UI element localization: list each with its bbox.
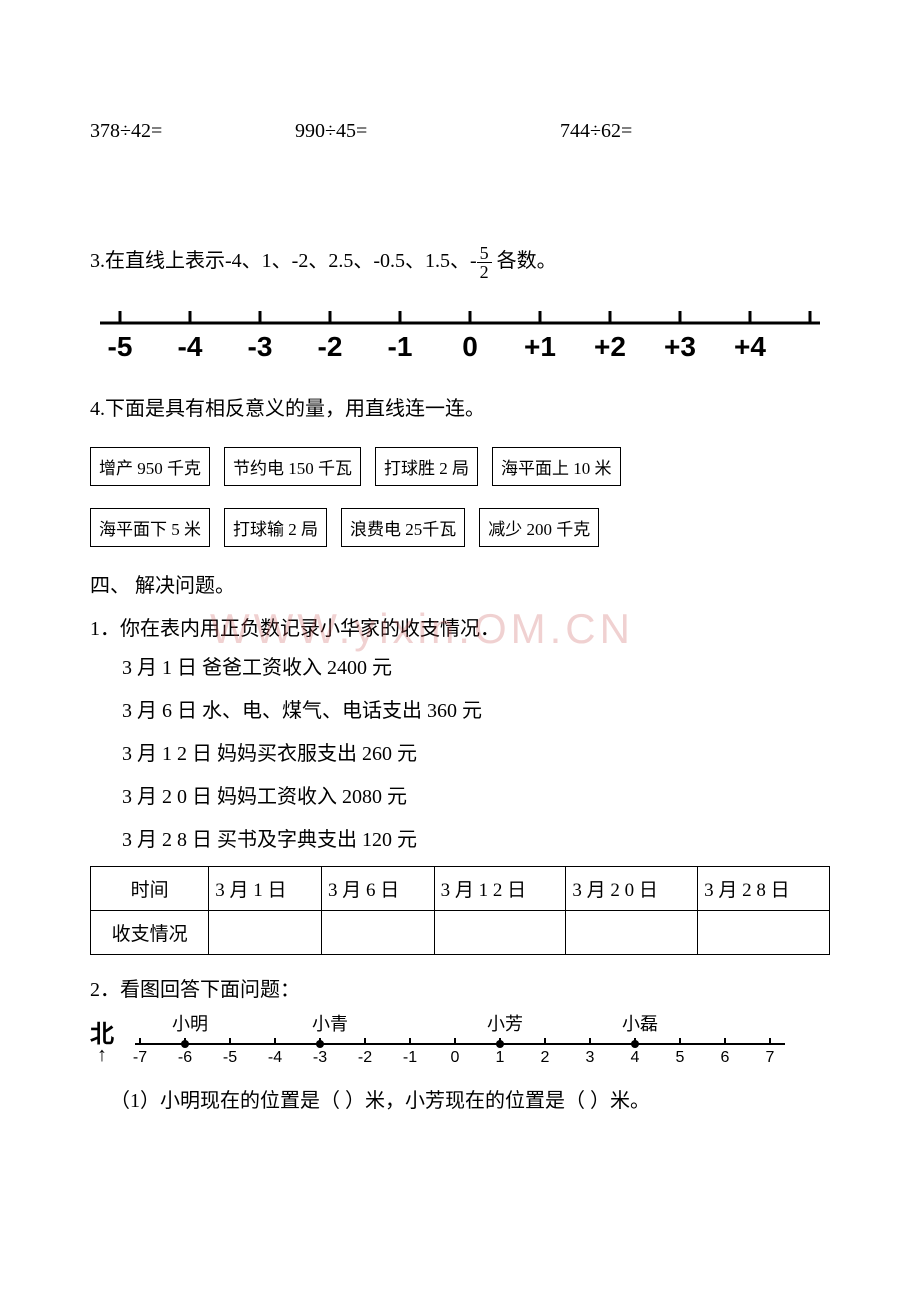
equation-3: 744÷62=: [560, 120, 632, 143]
table-header-time: 时间: [91, 866, 209, 910]
table-cell: [434, 910, 566, 954]
match-box: 打球输 2 局: [224, 508, 327, 547]
up-arrow-icon: ↑: [90, 1049, 114, 1061]
match-row-2: 海平面下 5 米 打球输 2 局 浪费电 25千瓦 减少 200 千克: [90, 508, 830, 547]
match-box: 浪费电 25千瓦: [341, 508, 465, 547]
tick-label: 0: [462, 331, 478, 362]
ledger-item: 3 月 2 8 日 买书及字典支出 120 元: [90, 823, 830, 852]
tick-label: -4: [178, 331, 203, 362]
match-box: 打球胜 2 局: [375, 447, 478, 486]
table-row: 时间 3 月 1 日 3 月 6 日 3 月 1 2 日 3 月 2 0 日 3…: [91, 866, 830, 910]
tick-label: -6: [178, 1049, 192, 1066]
equation-1: 378÷42=: [90, 120, 290, 143]
match-box: 增产 950 千克: [90, 447, 210, 486]
match-row-1: 增产 950 千克 节约电 150 千瓦 打球胜 2 局 海平面上 10 米: [90, 447, 830, 486]
match-box: 海平面上 10 米: [492, 447, 621, 486]
tick-label: 6: [721, 1049, 730, 1066]
section-4-heading: 四、 解决问题。: [90, 569, 830, 598]
tick-label: +3: [664, 331, 696, 362]
tick-label: +1: [524, 331, 556, 362]
table-cell: [566, 910, 698, 954]
person-label: 小芳: [487, 1014, 523, 1034]
ledger-item: 3 月 1 日 爸爸工资收入 2400 元: [90, 651, 830, 680]
tick-label: +2: [594, 331, 626, 362]
table-cell: [321, 910, 434, 954]
q3-prefix: 3.在直线上表示-4、1、-2、2.5、-0.5、1.5、-: [90, 250, 477, 272]
ledger-table: 时间 3 月 1 日 3 月 6 日 3 月 1 2 日 3 月 2 0 日 3…: [90, 866, 830, 955]
problem-2-title: 2．看图回答下面问题：: [90, 973, 830, 1002]
tick-label: -3: [248, 331, 273, 362]
number-line-svg: -5 -4 -3 -2 -1 0 +1 +2 +3 +4: [90, 301, 830, 371]
position-diagram: 北 ↑ 小明 小青 小芳 小磊: [90, 1014, 830, 1074]
table-header: 3 月 2 8 日: [698, 866, 830, 910]
tick-label: 2: [541, 1049, 550, 1066]
equation-row: 378÷42= 990÷45= 744÷62=: [90, 120, 830, 143]
number-line: -5 -4 -3 -2 -1 0 +1 +2 +3 +4: [90, 301, 830, 377]
tick-label: 3: [586, 1049, 595, 1066]
match-box: 海平面下 5 米: [90, 508, 210, 547]
ledger-item: 3 月 1 2 日 妈妈买衣服支出 260 元: [90, 737, 830, 766]
table-cell: [209, 910, 322, 954]
ledger-item: 3 月 2 0 日 妈妈工资收入 2080 元: [90, 780, 830, 809]
tick-label: -4: [268, 1049, 282, 1066]
equation-2: 990÷45=: [295, 120, 555, 143]
problem-2-sub1: （1）小明现在的位置是（ ）米，小芳现在的位置是（ ）米。: [110, 1084, 830, 1113]
tick-label: +4: [734, 331, 766, 362]
tick-label: 4: [631, 1049, 640, 1066]
tick-label: 7: [766, 1049, 775, 1066]
north-indicator: 北 ↑: [90, 1014, 114, 1061]
table-header: 3 月 2 0 日: [566, 866, 698, 910]
person-label: 小磊: [622, 1014, 658, 1034]
table-cell: [698, 910, 830, 954]
table-header: 3 月 1 2 日: [434, 866, 566, 910]
fraction-5-2: 52: [477, 244, 492, 281]
fraction-denominator: 2: [477, 263, 492, 281]
person-label: 小明: [172, 1014, 208, 1034]
tick-label: -5: [108, 331, 133, 362]
tick-label: 5: [676, 1049, 685, 1066]
table-row-label: 收支情况: [91, 910, 209, 954]
problem-1-title: 1．你在表内用正负数记录小华家的收支情况．: [90, 612, 830, 641]
person-label: 小青: [312, 1014, 348, 1034]
table-header: 3 月 1 日: [209, 866, 322, 910]
question-3: 3.在直线上表示-4、1、-2、2.5、-0.5、1.5、-52 各数。: [90, 243, 830, 281]
table-header: 3 月 6 日: [321, 866, 434, 910]
tick-label: -3: [313, 1049, 327, 1066]
match-box: 节约电 150 千瓦: [224, 447, 361, 486]
tick-label: -5: [223, 1049, 237, 1066]
tick-label: 1: [496, 1049, 505, 1066]
q3-suffix: 各数。: [492, 250, 557, 272]
tick-label: -7: [133, 1049, 147, 1066]
table-row: 收支情况: [91, 910, 830, 954]
tick-label: -1: [403, 1049, 417, 1066]
ledger-item: 3 月 6 日 水、电、煤气、电话支出 360 元: [90, 694, 830, 723]
question-4: 4.下面是具有相反意义的量，用直线连一连。: [90, 391, 830, 427]
tick-label: 0: [451, 1049, 460, 1066]
position-line-svg: 小明 小青 小芳 小磊 -7 -6 -5 -4 -3 -2 -1 0 1 2 3…: [125, 1014, 795, 1074]
tick-label: -1: [388, 331, 413, 362]
match-box: 减少 200 千克: [479, 508, 599, 547]
fraction-numerator: 5: [477, 244, 492, 263]
tick-label: -2: [318, 331, 343, 362]
tick-label: -2: [358, 1049, 372, 1066]
